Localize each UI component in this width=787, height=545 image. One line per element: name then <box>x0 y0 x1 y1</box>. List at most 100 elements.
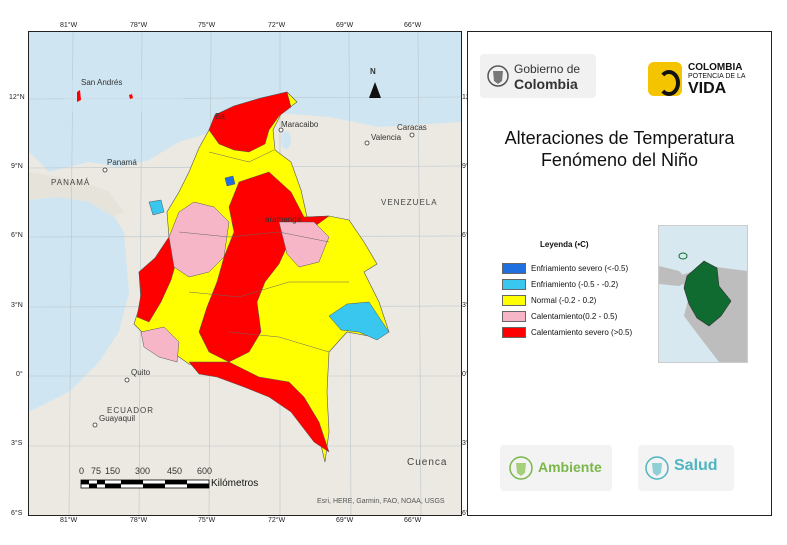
legend-swatch <box>502 294 526 306</box>
legend-swatch <box>502 326 526 338</box>
region-red-north <box>208 91 292 153</box>
info-panel: Gobierno de Colombia COLOMBIA POTENCIA D… <box>467 31 772 516</box>
lon-top-3: 75°W <box>198 22 216 29</box>
scale-tick-0: 0 <box>79 466 85 476</box>
colombia-logo-mark-icon <box>648 62 682 96</box>
ambiente-shield-icon <box>509 456 533 480</box>
region-pink-southwest <box>140 326 180 363</box>
valencia-dot <box>364 140 370 146</box>
lon-top-6: 66°W <box>404 22 422 29</box>
region-red-pacific <box>136 236 180 323</box>
label-maracaibo: Maracaibo <box>281 120 319 129</box>
label-barranquilla: Ba <box>215 112 225 121</box>
lat-left-6s: 6°S <box>11 510 23 517</box>
region-red-south <box>188 361 330 453</box>
legend-item-enfriamiento: Enfriamiento (-0.5 - -0.2) <box>502 278 618 290</box>
scale-tick-150: 150 <box>105 466 121 476</box>
legend-label: Enfriamiento (-0.5 - -0.2) <box>531 279 619 289</box>
san-andres-island <box>77 90 81 102</box>
lat-left-12n: 12°N <box>9 94 25 101</box>
label-ecuador: ECUADOR <box>107 406 155 415</box>
legend-label: Enfriamiento severo (<-0.5) <box>531 263 629 273</box>
colombia-line1: COLOMBIA <box>688 62 743 73</box>
guayaquil-dot <box>92 422 98 428</box>
legend-item-normal: Normal (-0.2 - 0.2) <box>502 294 596 306</box>
colombia-line3: VIDA <box>688 80 727 97</box>
lon-bottom-5: 69°W <box>336 517 354 524</box>
panama-dot <box>102 167 108 173</box>
region-pink-west <box>168 201 230 278</box>
label-valencia: Valencia <box>371 133 402 142</box>
scale-tick-600: 600 <box>197 466 213 476</box>
region-red-center <box>198 171 330 363</box>
legend-label: Calentamiento(0.2 - 0.5) <box>531 311 618 321</box>
lon-top-1: 81°W <box>60 22 78 29</box>
lat-left-3n: 3°N <box>11 302 23 309</box>
san-andres-inset <box>65 80 183 112</box>
lon-top-4: 72°W <box>268 22 286 29</box>
lat-right-0: 0° <box>462 371 469 378</box>
lat-left-6n: 6°N <box>11 232 23 239</box>
legend-item-enfriamiento-severo: Enfriamiento severo (<-0.5) <box>502 262 628 274</box>
department-lines <box>178 149 349 353</box>
label-venezuela: VENEZUELA <box>381 198 438 207</box>
salud-logo: Salud <box>638 445 734 491</box>
legend-item-calentamiento-severo: Calentamiento severo (>0.5) <box>502 326 632 338</box>
colombia-potencia-logo: COLOMBIA POTENCIA DE LA VIDA <box>648 58 760 100</box>
maracaibo-dot <box>278 127 284 133</box>
quito-dot <box>124 377 130 383</box>
north-arrow-label: N <box>370 67 376 76</box>
legend-swatch <box>502 278 526 290</box>
label-cuenca: Cuenca <box>407 457 448 468</box>
lon-bottom-1: 81°W <box>60 517 78 524</box>
scale-tick-75: 75 <box>91 466 102 476</box>
lat-left-9n: 9°N <box>11 163 23 170</box>
legend-swatch <box>502 262 526 274</box>
label-quito: Quito <box>131 368 151 377</box>
salud-label: Salud <box>674 457 718 474</box>
label-caracas: Caracas <box>397 123 427 132</box>
legend-title: Leyenda (•C) <box>540 240 589 249</box>
label-guayaquil: Guayaquil <box>99 414 136 423</box>
legend-label: Calentamiento severo (>0.5) <box>531 327 633 337</box>
scale-tick-450: 450 <box>167 466 183 476</box>
lon-bottom-3: 75°W <box>198 517 216 524</box>
gobierno-logo: Gobierno de Colombia <box>480 54 596 98</box>
lon-top-2: 78°W <box>130 22 148 29</box>
map-frame[interactable]: San Andrés Maracaibo Caracas Valencia Pa… <box>28 31 462 516</box>
attribution: Esri, HERE, Garmin, FAO, NOAA, USGS <box>317 498 445 505</box>
legend-item-calentamiento: Calentamiento(0.2 - 0.5) <box>502 310 617 322</box>
label-panama-country: PANAMÁ <box>51 178 91 187</box>
lat-left-0: 0° <box>16 371 23 378</box>
salud-shield-icon <box>645 456 669 480</box>
caracas-dot <box>409 132 415 138</box>
scalebar-graphic <box>80 479 210 489</box>
legend-label: Normal (-0.2 - 0.2) <box>531 295 597 305</box>
scale-unit: Kilómetros <box>211 478 259 489</box>
ambiente-logo: Ambiente <box>500 445 612 491</box>
region-cyan-east <box>328 301 390 341</box>
map-title-line2: Fenómeno del Niño <box>540 150 699 170</box>
lon-bottom-4: 72°W <box>268 517 286 524</box>
lon-bottom-2: 78°W <box>130 517 148 524</box>
lon-top-5: 69°W <box>336 22 354 29</box>
label-san-andres: San Andrés <box>81 78 123 87</box>
locator-map-graphic <box>659 252 747 362</box>
region-cyan-north <box>148 199 165 216</box>
gobierno-line2: Colombia <box>514 76 578 92</box>
providencia-island <box>129 94 133 99</box>
label-bucaramanga: aramanga <box>265 215 302 224</box>
map-canvas <box>29 32 461 515</box>
north-arrow-icon <box>369 82 381 98</box>
label-panama-city: Panamá <box>107 158 137 167</box>
region-pink-east <box>278 221 330 268</box>
lon-bottom-6: 66°W <box>404 517 422 524</box>
panama-land <box>29 172 124 217</box>
lake-maracaibo <box>281 131 291 149</box>
gobierno-line1: Gobierno de <box>514 62 581 76</box>
ambiente-label: Ambiente <box>538 459 602 475</box>
map-title-line1: Alteraciones de Temperatura <box>504 128 735 148</box>
scale-tick-300: 300 <box>135 466 151 476</box>
region-blue-center <box>224 175 236 187</box>
colombia-line2: POTENCIA DE LA <box>688 73 746 80</box>
